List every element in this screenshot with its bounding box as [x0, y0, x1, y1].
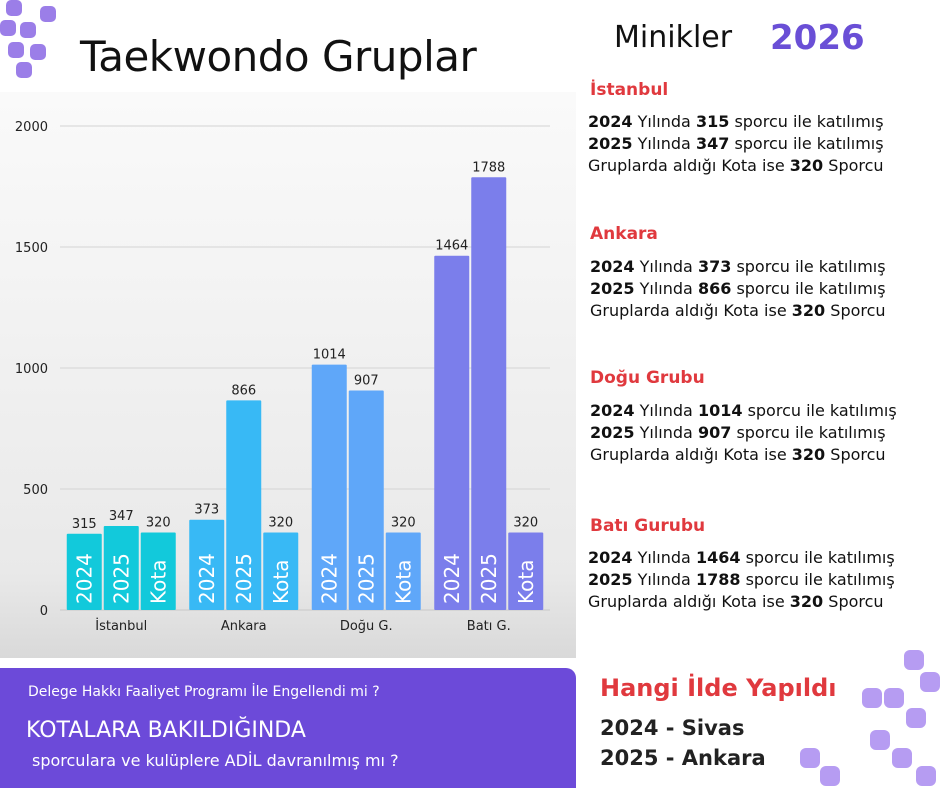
bar: [385, 532, 421, 610]
bottom-right-pixel-decoration: [800, 650, 940, 786]
group-lines: 2024 Yılında 315 sporcu ile katılımış 20…: [588, 111, 884, 177]
x-tick-label: Batı G.: [467, 619, 511, 634]
bar-chart: 0 500 1000 1500 2000 315 2024 347 2025 320 Kota İst…: [15, 120, 550, 634]
bar-series-label: Kota: [391, 560, 415, 604]
bar-series-label: 2025: [109, 553, 133, 604]
question-banner: [0, 668, 576, 788]
bar-series-label: 2024: [72, 553, 96, 604]
bar-series-label: Kota: [514, 560, 538, 604]
banner-headline: KOTALARA BAKILDIĞINDA: [26, 718, 306, 743]
group-lines: 2024 Yılında 373 sporcu ile katılımış 20…: [590, 256, 886, 322]
line-2025: 2025 Yılında 1788 sporcu ile katılımış: [588, 570, 895, 589]
bar: [348, 390, 384, 610]
banner-question-2: sporculara ve kulüplere ADİL davranılmış…: [32, 751, 399, 770]
y-tick-label: 1000: [15, 362, 48, 377]
bar-series-label: 2024: [440, 553, 464, 604]
data-label: 373: [194, 503, 219, 518]
bar: [471, 177, 507, 610]
data-label: 320: [146, 516, 171, 531]
bar-series-label: Kota: [269, 560, 293, 604]
line-2024: 2024 Yılında 315 sporcu ile katılımış: [588, 112, 884, 131]
bar: [66, 533, 102, 610]
data-label: 320: [391, 516, 416, 531]
y-tick-label: 0: [40, 604, 48, 619]
bar: [103, 526, 139, 610]
top-left-pixel-decoration: [0, 0, 56, 78]
banner-question-1: Delege Hakkı Faaliyet Programı İle Engel…: [28, 684, 380, 700]
category-subtitle: Minikler: [614, 20, 733, 55]
data-label: 1014: [313, 348, 346, 363]
line-2024: 2024 Yılında 373 sporcu ile katılımış: [590, 257, 886, 276]
data-label: 907: [354, 374, 379, 389]
line-kota: Gruplarda aldığı Kota ise 320 Sporcu: [590, 301, 886, 320]
data-label: 866: [231, 383, 256, 398]
y-tick-label: 2000: [15, 120, 48, 135]
bar-series-label: 2024: [195, 553, 219, 604]
line-2025: 2025 Yılında 866 sporcu ile katılımış: [590, 279, 886, 298]
y-tick-label: 500: [23, 483, 48, 498]
bar-series-label: 2024: [317, 553, 341, 604]
bar: [508, 532, 544, 610]
year-badge: 2026: [770, 18, 865, 58]
line-kota: Gruplarda aldığı Kota ise 320 Sporcu: [588, 592, 884, 611]
bar: [140, 532, 176, 610]
line-2025: 2025 Yılında 907 sporcu ile katılımış: [590, 423, 886, 442]
x-tick-label: Ankara: [221, 619, 267, 634]
data-label: 347: [109, 509, 134, 524]
group-title: Ankara: [590, 224, 658, 244]
data-label: 320: [513, 516, 538, 531]
x-tick-label: Doğu G.: [340, 619, 393, 634]
chart-area: 0 500 1000 1500 2000 315 2024 347 2025 320 Kota İst…: [0, 92, 576, 658]
host-line-2024: 2024 - Sivas: [600, 716, 745, 740]
group-lines: 2024 Yılında 1464 sporcu ile katılımış 2…: [588, 547, 895, 613]
bar-series-label: 2025: [477, 553, 501, 604]
bar-series-label: 2025: [232, 553, 256, 604]
bar: [226, 400, 262, 610]
group-lines: 2024 Yılında 1014 sporcu ile katılımış 2…: [590, 400, 897, 466]
group-title: Batı Gurubu: [590, 516, 706, 536]
line-kota: Gruplarda aldığı Kota ise 320 Sporcu: [590, 445, 886, 464]
y-tick-label: 1500: [15, 241, 48, 256]
bar: [263, 532, 299, 610]
data-label: 1788: [472, 160, 505, 175]
data-label: 315: [72, 517, 97, 532]
bar: [434, 255, 470, 610]
page-title: Taekwondo Gruplar: [80, 32, 477, 81]
bar-series-label: 2025: [354, 553, 378, 604]
bar-series-label: Kota: [146, 560, 170, 604]
group-title: İstanbul: [590, 80, 669, 100]
bar: [189, 519, 225, 610]
data-label: 1464: [435, 239, 468, 254]
host-city-title: Hangi İlde Yapıldı: [600, 674, 837, 702]
x-tick-label: İstanbul: [95, 618, 147, 634]
line-2024: 2024 Yılında 1014 sporcu ile katılımış: [590, 401, 897, 420]
host-line-2025: 2025 - Ankara: [600, 746, 766, 770]
group-title: Doğu Grubu: [590, 368, 705, 388]
data-label: 320: [268, 516, 293, 531]
line-2024: 2024 Yılında 1464 sporcu ile katılımış: [588, 548, 895, 567]
line-2025: 2025 Yılında 347 sporcu ile katılımış: [588, 134, 884, 153]
bar: [311, 364, 347, 610]
line-kota: Gruplarda aldığı Kota ise 320 Sporcu: [588, 156, 884, 175]
